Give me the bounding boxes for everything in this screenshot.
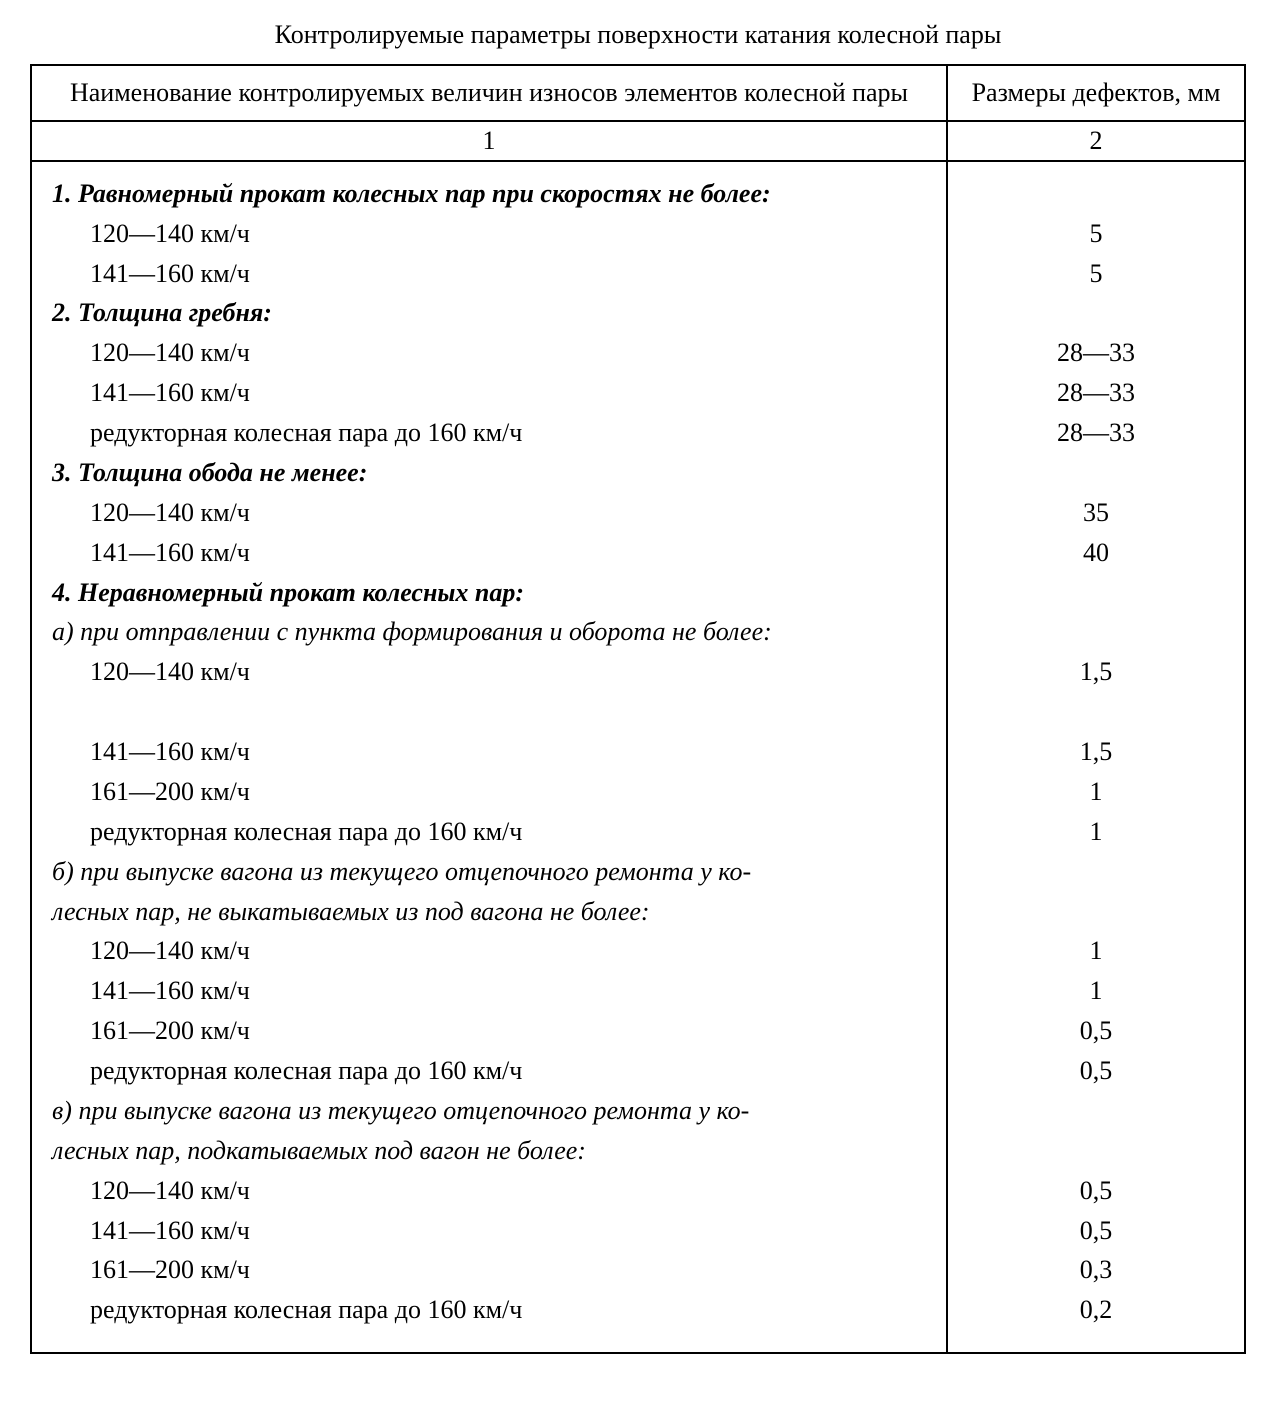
param-value: 1 (947, 772, 1245, 812)
table-row: в) при выпуске вагона из текущего отцепо… (31, 1091, 1245, 1131)
param-value: 28—33 (947, 333, 1245, 373)
param-name: лесных пар, не выкатываемых из под вагон… (31, 892, 947, 932)
table-row: 1. Равномерный прокат колесных пар при с… (31, 161, 1245, 214)
param-name: 141—160 км/ч (31, 254, 947, 294)
table-row: редукторная колесная пара до 160 км/ч0,5 (31, 1051, 1245, 1091)
param-value (947, 612, 1245, 652)
table-row: 2. Толщина гребня: (31, 293, 1245, 333)
param-value: 5 (947, 214, 1245, 254)
param-name: 120—140 км/ч (31, 652, 947, 692)
param-value (947, 453, 1245, 493)
table-row (31, 692, 1245, 732)
param-name: редукторная колесная пара до 160 км/ч (31, 812, 947, 852)
param-name: 120—140 км/ч (31, 493, 947, 533)
param-name: лесных пар, подкатываемых под вагон не б… (31, 1131, 947, 1171)
param-value (947, 1091, 1245, 1131)
param-value: 0,5 (947, 1011, 1245, 1051)
table-row: 4. Неравномерный прокат колесных пар: (31, 573, 1245, 613)
table-row: редукторная колесная пара до 160 км/ч0,2 (31, 1290, 1245, 1353)
colnum-2: 2 (947, 121, 1245, 161)
table-row: а) при отправлении с пункта формирования… (31, 612, 1245, 652)
param-name: редукторная колесная пара до 160 км/ч (31, 413, 947, 453)
param-value: 35 (947, 493, 1245, 533)
param-name: 161—200 км/ч (31, 772, 947, 812)
table-row: 141—160 км/ч28—33 (31, 373, 1245, 413)
table-row: 141—160 км/ч1,5 (31, 732, 1245, 772)
table-row: 161—200 км/ч1 (31, 772, 1245, 812)
table-title: Контролируемые параметры поверхности кат… (30, 20, 1246, 50)
param-name: в) при выпуске вагона из текущего отцепо… (31, 1091, 947, 1131)
param-value (947, 892, 1245, 932)
param-name: 120—140 км/ч (31, 333, 947, 373)
table-row: 120—140 км/ч5 (31, 214, 1245, 254)
param-name: 2. Толщина гребня: (31, 293, 947, 333)
table-row: редукторная колесная пара до 160 км/ч1 (31, 812, 1245, 852)
param-value: 5 (947, 254, 1245, 294)
param-value: 0,5 (947, 1051, 1245, 1091)
table-row: 161—200 км/ч0,5 (31, 1011, 1245, 1051)
param-value: 1 (947, 971, 1245, 1011)
param-name: 141—160 км/ч (31, 533, 947, 573)
param-value: 28—33 (947, 413, 1245, 453)
column-number-row: 1 2 (31, 121, 1245, 161)
param-value (947, 161, 1245, 214)
header-col2: Размеры дефектов, мм (947, 65, 1245, 121)
table-row: 120—140 км/ч28—33 (31, 333, 1245, 373)
param-value (947, 573, 1245, 613)
table-row: 141—160 км/ч0,5 (31, 1211, 1245, 1251)
param-value: 0,5 (947, 1211, 1245, 1251)
param-value: 1,5 (947, 652, 1245, 692)
table-row: редукторная колесная пара до 160 км/ч28—… (31, 413, 1245, 453)
param-value (947, 692, 1245, 732)
param-value (947, 1131, 1245, 1171)
param-name: 141—160 км/ч (31, 971, 947, 1011)
param-name: б) при выпуске вагона из текущего отцепо… (31, 852, 947, 892)
param-name: 161—200 км/ч (31, 1250, 947, 1290)
header-row: Наименование контролируемых величин изно… (31, 65, 1245, 121)
param-value: 40 (947, 533, 1245, 573)
parameters-table: Наименование контролируемых величин изно… (30, 64, 1246, 1354)
param-name: 141—160 км/ч (31, 373, 947, 413)
param-value: 1,5 (947, 732, 1245, 772)
header-col1: Наименование контролируемых величин изно… (31, 65, 947, 121)
table-row: 3. Толщина обода не менее: (31, 453, 1245, 493)
param-value: 28—33 (947, 373, 1245, 413)
colnum-1: 1 (31, 121, 947, 161)
param-name: 120—140 км/ч (31, 214, 947, 254)
param-name: 120—140 км/ч (31, 931, 947, 971)
param-name: 3. Толщина обода не менее: (31, 453, 947, 493)
table-row: 141—160 км/ч5 (31, 254, 1245, 294)
table-row: 141—160 км/ч1 (31, 971, 1245, 1011)
table-row: 161—200 км/ч0,3 (31, 1250, 1245, 1290)
table-row: 120—140 км/ч1,5 (31, 652, 1245, 692)
param-value (947, 293, 1245, 333)
param-name: 141—160 км/ч (31, 1211, 947, 1251)
param-name (31, 692, 947, 732)
table-row: б) при выпуске вагона из текущего отцепо… (31, 852, 1245, 892)
param-name: а) при отправлении с пункта формирования… (31, 612, 947, 652)
param-name: 4. Неравномерный прокат колесных пар: (31, 573, 947, 613)
param-value: 1 (947, 812, 1245, 852)
param-name: 141—160 км/ч (31, 732, 947, 772)
param-name: 161—200 км/ч (31, 1011, 947, 1051)
table-row: 141—160 км/ч40 (31, 533, 1245, 573)
param-name: редукторная колесная пара до 160 км/ч (31, 1051, 947, 1091)
table-row: лесных пар, подкатываемых под вагон не б… (31, 1131, 1245, 1171)
table-row: лесных пар, не выкатываемых из под вагон… (31, 892, 1245, 932)
param-value: 0,5 (947, 1171, 1245, 1211)
param-value (947, 852, 1245, 892)
param-value: 1 (947, 931, 1245, 971)
table-row: 120—140 км/ч0,5 (31, 1171, 1245, 1211)
param-value: 0,2 (947, 1290, 1245, 1353)
param-name: 1. Равномерный прокат колесных пар при с… (31, 161, 947, 214)
table-row: 120—140 км/ч1 (31, 931, 1245, 971)
table-row: 120—140 км/ч35 (31, 493, 1245, 533)
param-value: 0,3 (947, 1250, 1245, 1290)
param-name: 120—140 км/ч (31, 1171, 947, 1211)
param-name: редукторная колесная пара до 160 км/ч (31, 1290, 947, 1353)
